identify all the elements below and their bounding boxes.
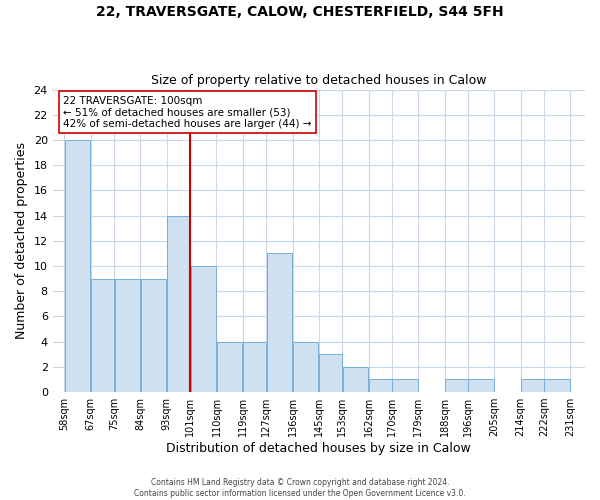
Bar xyxy=(343,367,368,392)
Text: 22 TRAVERSGATE: 100sqm
← 51% of detached houses are smaller (53)
42% of semi-det: 22 TRAVERSGATE: 100sqm ← 51% of detached… xyxy=(64,96,312,129)
Bar xyxy=(65,140,90,392)
Bar xyxy=(115,278,140,392)
X-axis label: Distribution of detached houses by size in Calow: Distribution of detached houses by size … xyxy=(166,442,471,455)
Bar xyxy=(319,354,342,392)
Bar xyxy=(91,278,113,392)
Text: 22, TRAVERSGATE, CALOW, CHESTERFIELD, S44 5FH: 22, TRAVERSGATE, CALOW, CHESTERFIELD, S4… xyxy=(96,5,504,19)
Bar xyxy=(167,216,190,392)
Bar xyxy=(191,266,216,392)
Y-axis label: Number of detached properties: Number of detached properties xyxy=(15,142,28,340)
Bar xyxy=(469,380,494,392)
Bar xyxy=(266,254,292,392)
Bar xyxy=(141,278,166,392)
Title: Size of property relative to detached houses in Calow: Size of property relative to detached ho… xyxy=(151,74,487,87)
Bar xyxy=(445,380,467,392)
Bar xyxy=(521,380,544,392)
Text: Contains HM Land Registry data © Crown copyright and database right 2024.
Contai: Contains HM Land Registry data © Crown c… xyxy=(134,478,466,498)
Bar xyxy=(369,380,392,392)
Bar xyxy=(544,380,570,392)
Bar xyxy=(243,342,266,392)
Bar xyxy=(293,342,319,392)
Bar xyxy=(217,342,242,392)
Bar xyxy=(392,380,418,392)
